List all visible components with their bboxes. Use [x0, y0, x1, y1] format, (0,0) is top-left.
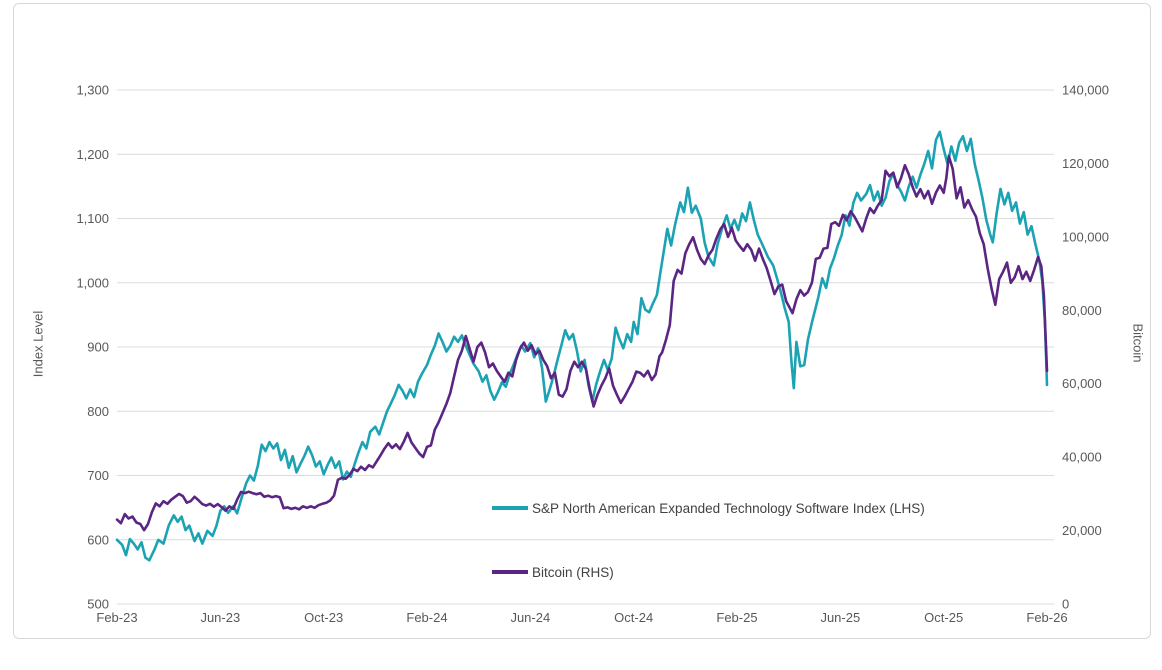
legend-item-index: S&P North American Expanded Technology S…: [492, 496, 925, 520]
legend-label-index: S&P North American Expanded Technology S…: [532, 500, 925, 516]
y-right-tick-label: 140,000: [1062, 83, 1109, 98]
y-left-tick-label: 1,000: [76, 275, 109, 290]
y-left-tick-label: 700: [87, 468, 109, 483]
y-axis-title-left: Index Level: [30, 310, 46, 378]
x-tick-label: Oct-24: [614, 610, 653, 625]
x-tick-label: Feb-23: [96, 610, 137, 625]
legend: S&P North American Expanded Technology S…: [492, 496, 925, 624]
x-tick-label: Oct-25: [924, 610, 963, 625]
legend-item-bitcoin: Bitcoin (RHS): [492, 560, 925, 584]
x-tick-label: Feb-25: [716, 610, 757, 625]
y-right-tick-label: 0: [1062, 597, 1069, 612]
y-right-tick-label: 100,000: [1062, 229, 1109, 244]
y-left-tick-label: 1,200: [76, 147, 109, 162]
legend-label-bitcoin: Bitcoin (RHS): [532, 564, 614, 580]
legend-swatch-index: [492, 506, 528, 510]
legend-swatch-bitcoin: [492, 570, 528, 574]
chart-panel: 500 600 700 800 900 1,000 1,100 1,200 1,300 0 20,0…: [13, 3, 1151, 639]
y-axis-title-right: Bitcoin: [1130, 323, 1146, 363]
x-tick-label: Jun-24: [510, 610, 550, 625]
x-tick-label: Feb-26: [1026, 610, 1067, 625]
y-right-tick-label: 120,000: [1062, 156, 1109, 171]
y-left-tick-label: 900: [87, 340, 109, 355]
y-left-tick-label: 600: [87, 532, 109, 547]
x-tick-label: Jun-23: [200, 610, 240, 625]
chart-canvas: 500 600 700 800 900 1,000 1,100 1,200 1,300 0 20,0…: [76, 83, 1109, 626]
y-right-tick-label: 20,000: [1062, 523, 1102, 538]
series-line-bitcoin: [115, 154, 1049, 532]
y-left-tick-label: 800: [87, 404, 109, 419]
y-right-tick-label: 80,000: [1062, 303, 1102, 318]
y-right-tick-label: 40,000: [1062, 450, 1102, 465]
y-right-tick-label: 60,000: [1062, 376, 1102, 391]
x-tick-label: Oct-23: [304, 610, 343, 625]
y-left-tick-label: 500: [87, 597, 109, 612]
x-tick-label: Jun-25: [820, 610, 860, 625]
x-tick-label: Feb-24: [406, 610, 447, 625]
y-left-tick-label: 1,100: [76, 211, 109, 226]
y-left-tick-label: 1,300: [76, 83, 109, 98]
